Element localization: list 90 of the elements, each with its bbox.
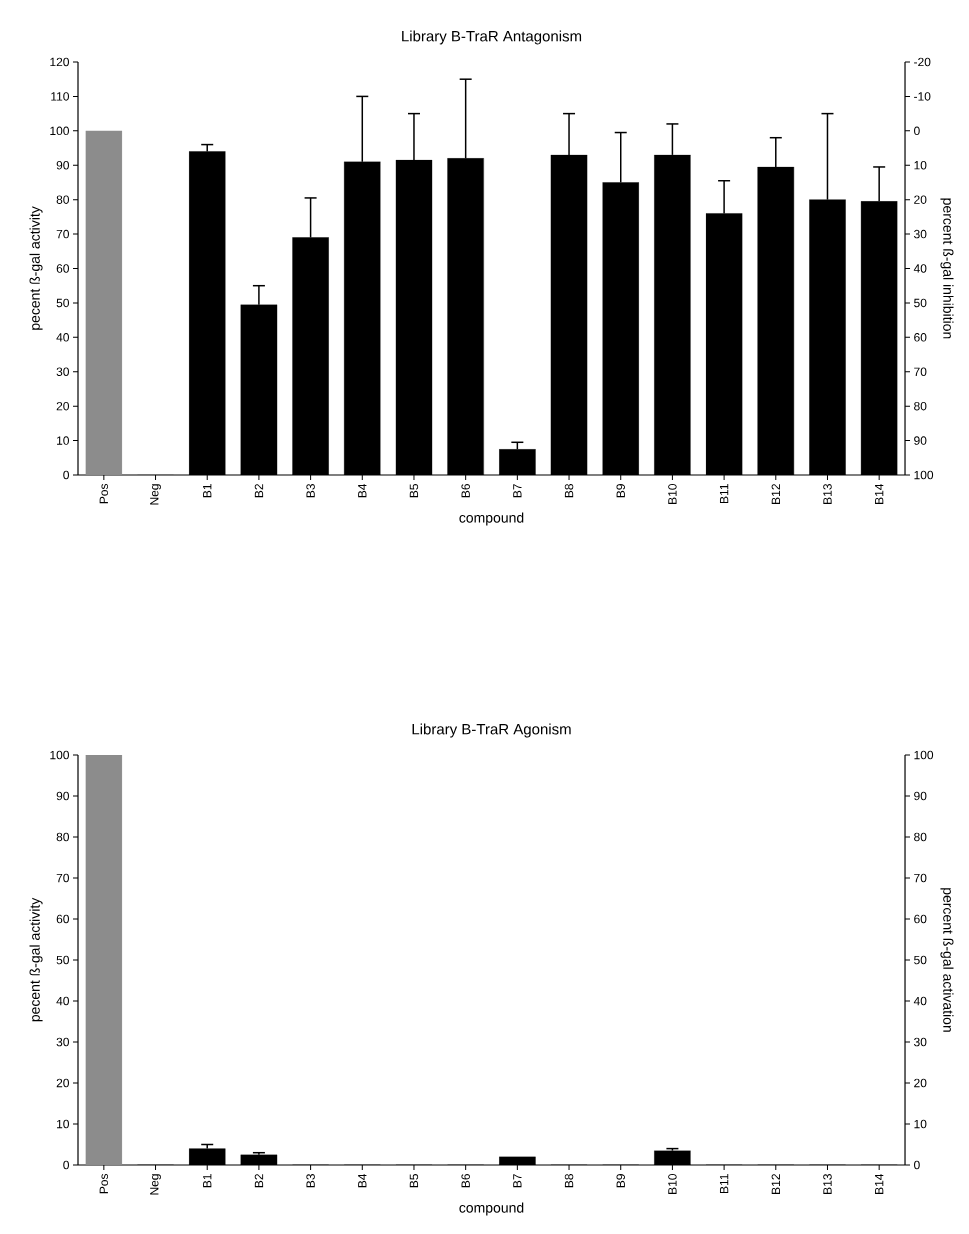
x-tick-label: B5 [409,1174,419,1188]
y2-tick-label: 20 [914,1078,927,1088]
y2-tick-label: 30 [914,1037,927,1047]
y-tick-label: 0 [63,1160,70,1170]
y-tick-label: 20 [56,1078,69,1088]
chart-title: Library B-TraR Antagonism [402,30,582,45]
x-tick-label: B3 [306,484,315,498]
x-tick-label: B10 [668,483,677,504]
x-tick-label: B11 [719,484,729,503]
y-tick-label: 30 [56,367,69,376]
x-tick-label: B1 [203,1174,212,1188]
x-tick-label: B13 [823,484,832,504]
x-tick-label: B4 [358,1173,367,1188]
y2-tick-label: 20 [914,195,927,204]
y-tick-label: 50 [56,298,69,308]
y-tick-label: 10 [57,436,69,445]
y2-tick-label: 50 [914,955,927,965]
y2-tick-label: 30 [914,229,927,239]
y-tick-label: 0 [63,470,70,480]
y2-tick-label: 70 [914,367,927,376]
y-tick-label: 50 [56,955,69,965]
x-tick-label: B7 [513,484,522,498]
y2-tick-label: 40 [913,996,927,1006]
y-tick-label: 60 [56,264,69,273]
y2-tick-label: 40 [913,264,927,273]
bar [85,755,123,1165]
bar [85,130,123,475]
y2-tick-label: 80 [914,401,927,411]
y-tick-label: 80 [56,195,69,204]
y2-tick-label: 10 [914,161,927,170]
x-tick-label: B2 [254,1174,264,1188]
chart-title: Library B-TraR Agonism [412,723,571,738]
y2-tick-label: -20 [914,57,931,67]
y2-tick-label: -10 [914,92,931,101]
x-tick-label: B14 [875,1173,884,1194]
x-tick-label: Pos [99,1173,109,1194]
x-tick-label: B4 [358,483,367,498]
y-tick-label: 120 [50,57,69,67]
y2-tick-label: 70 [914,873,927,883]
y2-tick-label: 60 [914,333,927,342]
y-tick-label: 90 [56,160,69,170]
y-tick-label: 90 [56,791,69,801]
x-tick-label: B6 [461,1174,470,1188]
x-tick-label: Pos [99,483,109,504]
y-tick-label: 70 [56,229,69,239]
x-tick-label: B14 [875,483,884,504]
x-axis-title: compound [459,512,524,526]
y-tick-label: 100 [50,750,69,760]
y2-tick-label: 50 [914,298,927,308]
x-tick-label: B9 [616,484,625,498]
y2-tick-label: 100 [914,470,934,480]
y2-tick-label: 0 [914,1160,920,1170]
x-tick-label: B5 [409,484,419,498]
y2-tick-label: 90 [914,791,927,801]
y-tick-label: 40 [56,996,69,1006]
y-tick-label: 110 [51,92,69,101]
x-tick-label: B10 [668,1174,677,1194]
y2-tick-label: 10 [914,1119,927,1129]
x-tick-label: B9 [616,1174,625,1188]
x-tick-label: B12 [771,1174,780,1194]
x-tick-label: B6 [461,484,470,498]
x-tick-label: B2 [254,484,264,498]
x-tick-label: B13 [823,1174,832,1194]
y-tick-label: 10 [57,1119,69,1129]
y2-axis-title: percent ß-gal inhibition [940,198,954,339]
x-axis-title: compound [459,1202,524,1216]
x-tick-label: B1 [203,484,212,498]
y2-tick-label: 80 [914,832,927,842]
x-tick-label: B11 [719,1174,729,1194]
y-tick-label: 40 [56,333,69,342]
y-tick-label: 70 [56,873,69,883]
y-tick-label: 80 [56,832,69,842]
y-tick-label: 100 [50,126,69,136]
x-tick-label: B3 [306,1174,315,1188]
x-tick-label: Neg [150,484,161,505]
y-tick-label: 60 [56,914,69,924]
y-tick-label: 30 [56,1037,69,1047]
x-tick-label: B8 [564,1174,574,1188]
x-tick-label: B7 [513,1174,522,1188]
y-axis-title: pecent ß-gal activity [29,897,43,1022]
y2-axis-title: percent ß-gal activation [940,888,954,1032]
y2-tick-label: 100 [914,750,934,760]
y2-tick-label: 90 [914,436,927,445]
x-tick-label: Neg [150,1174,161,1195]
y-axis-title: pecent ß-gal activity [29,206,43,330]
y2-tick-label: 0 [914,126,920,136]
x-tick-label: B8 [564,484,574,498]
y2-tick-label: 60 [914,914,927,924]
x-tick-label: B12 [771,484,780,504]
y-tick-label: 20 [56,401,69,411]
